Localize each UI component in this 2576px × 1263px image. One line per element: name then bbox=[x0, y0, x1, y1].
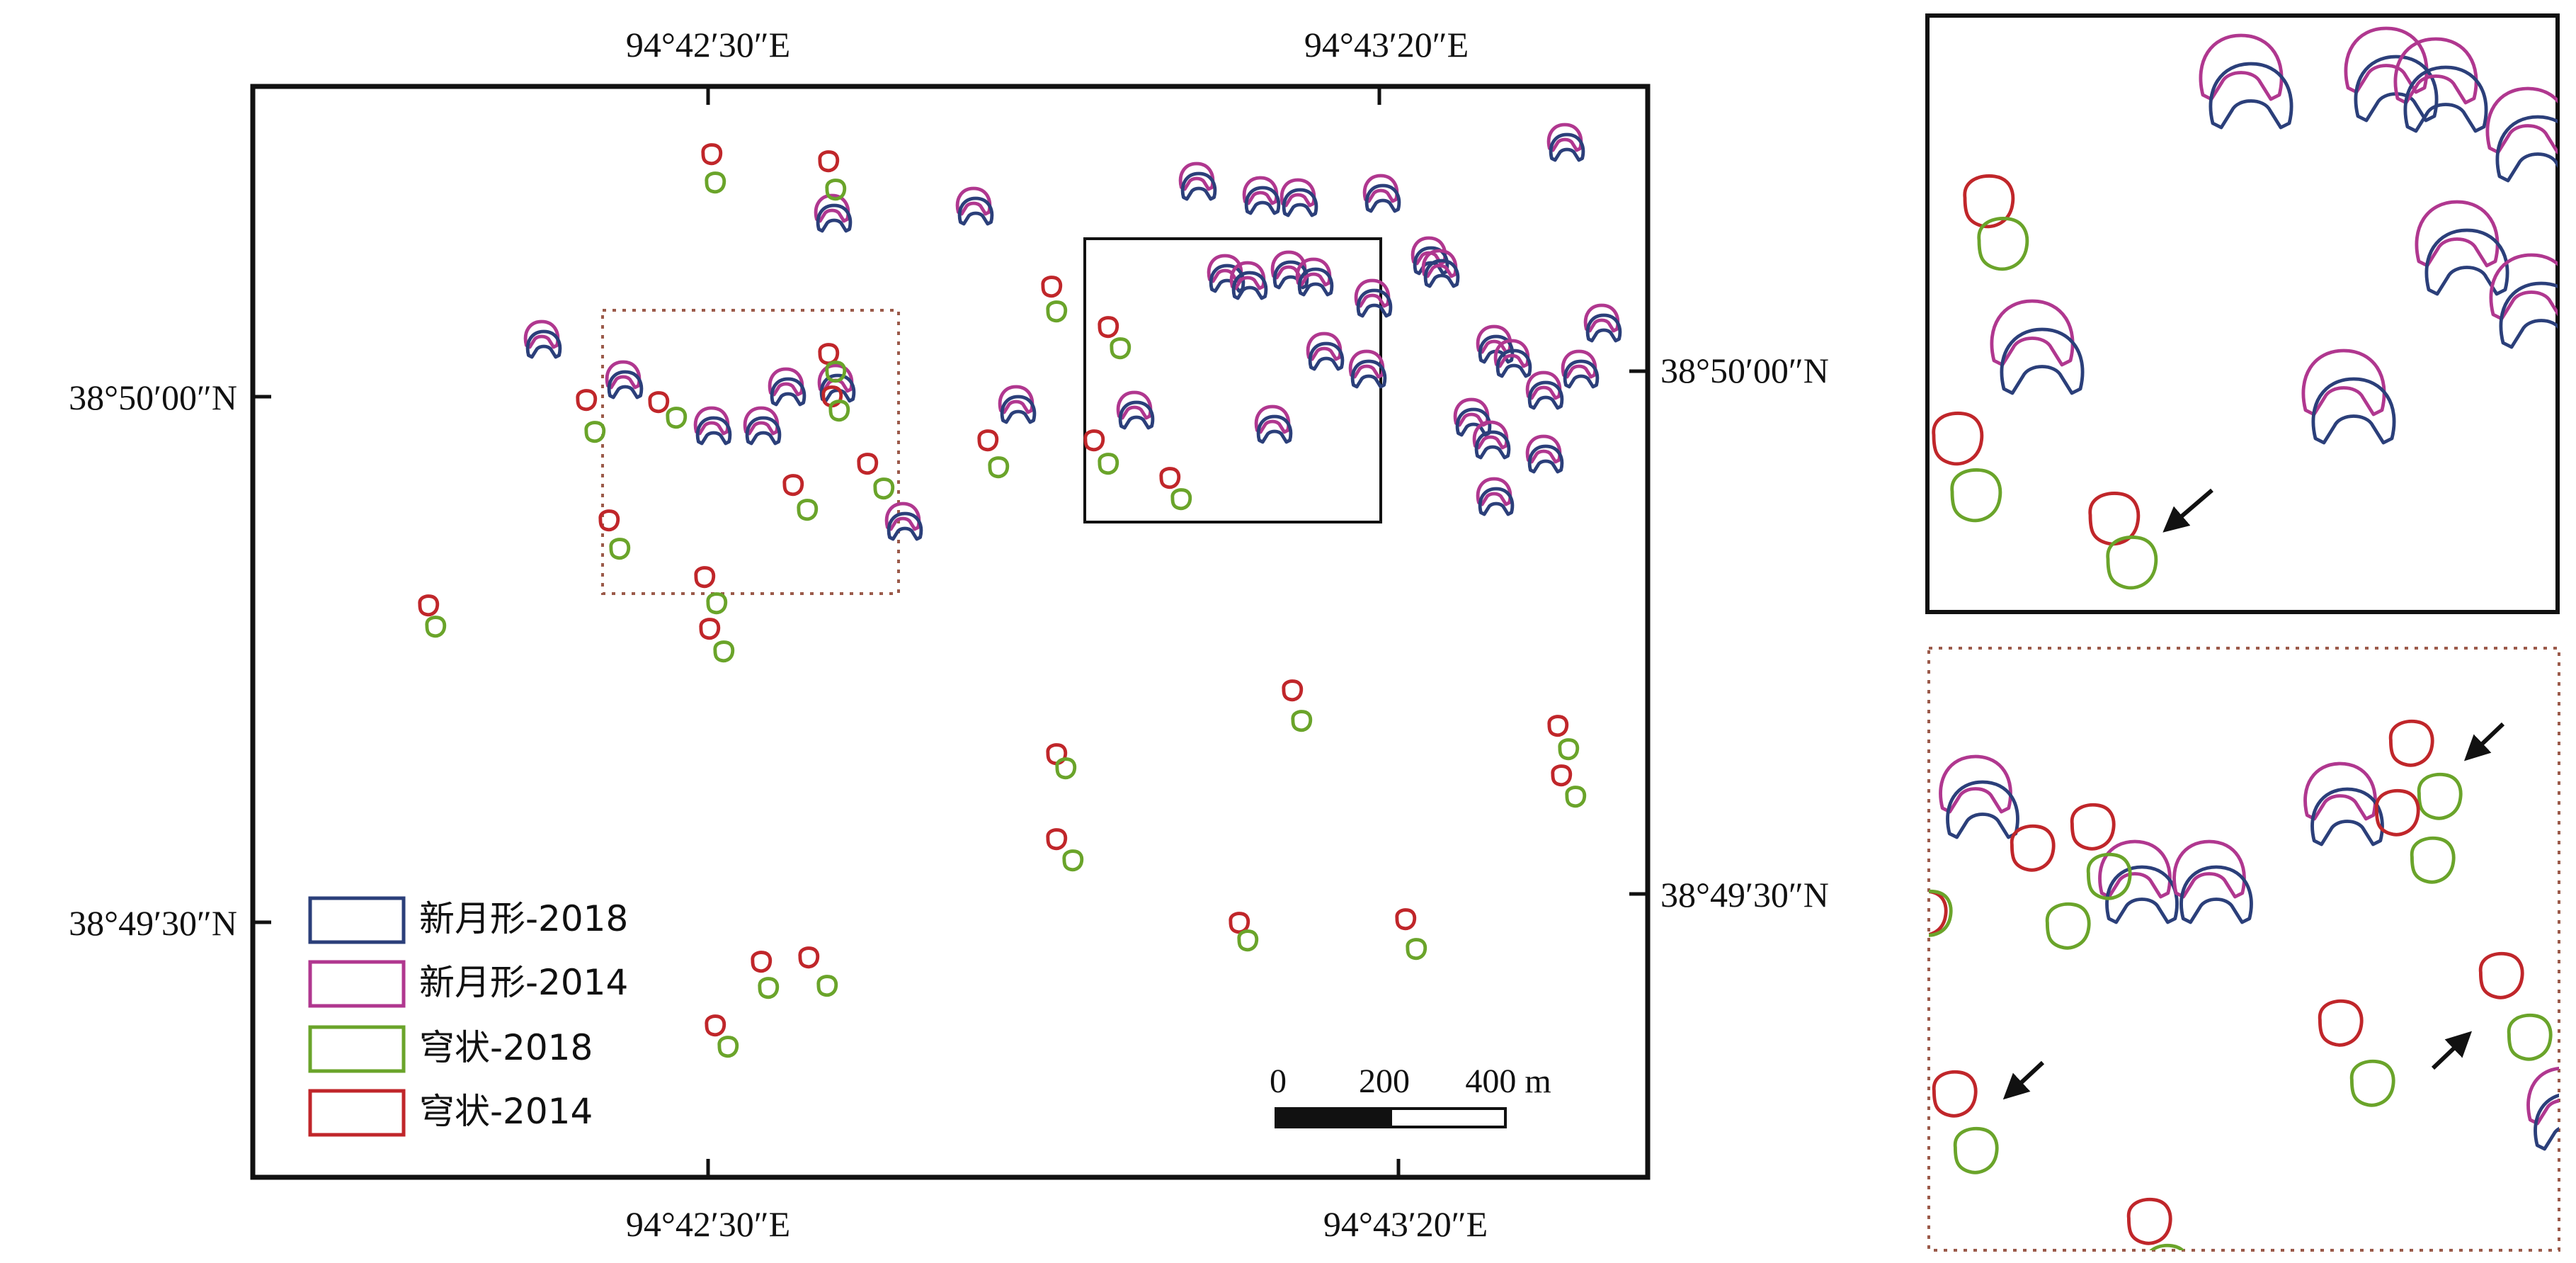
legend: 新月形-2018 新月形-2014 穹状-2018 穹状-2014 bbox=[308, 896, 628, 1137]
solid-inset-reference-box bbox=[1083, 237, 1382, 523]
map-ticks bbox=[253, 86, 1648, 1177]
legend-swatch-crescent-2014 bbox=[308, 960, 406, 1008]
inset-dotted-frame bbox=[1927, 647, 2560, 1252]
legend-label-crescent-2018: 新月形-2018 bbox=[419, 898, 628, 939]
top-longitude-label-2: 94°43′20″E bbox=[1304, 25, 1469, 64]
inset-solid-frame bbox=[1925, 13, 2560, 614]
legend-item-crescent-2014: 新月形-2014 bbox=[308, 960, 628, 1008]
legend-item-dome-2014: 穹状-2014 bbox=[308, 1089, 593, 1137]
scale-bar-tick-200: 200 bbox=[1359, 1063, 1410, 1100]
scale-bar: 0 200 400 m bbox=[1270, 1063, 1551, 1128]
scale-bar-black-segment bbox=[1275, 1107, 1392, 1128]
legend-swatch-dome-2018 bbox=[308, 1025, 406, 1073]
legend-swatch-dome-2014 bbox=[308, 1089, 406, 1137]
legend-label-dome-2018: 穹状-2018 bbox=[419, 1027, 593, 1068]
main-map-panel: 94°42′30″E 94°43′20″E 94°42′30″E 94°43′2… bbox=[69, 25, 1829, 1244]
scale-bar-white-segment bbox=[1389, 1107, 1507, 1128]
scale-bar-tick-0: 0 bbox=[1270, 1063, 1287, 1100]
legend-label-crescent-2014: 新月形-2014 bbox=[419, 962, 628, 1003]
inset-dotted-arrow-3 bbox=[2431, 1031, 2473, 1070]
legend-label-dome-2014: 穹状-2014 bbox=[419, 1091, 593, 1132]
bottom-longitude-label-1: 94°42′30″E bbox=[626, 1204, 790, 1244]
inset-dotted-arrow-1 bbox=[2463, 722, 2505, 761]
inset-panel-solid bbox=[1925, 13, 2560, 614]
dotted-inset-reference-box bbox=[601, 309, 900, 595]
right-latitude-label-1: 38°50′00″N bbox=[1660, 351, 1829, 390]
left-latitude-label-2: 38°49′30″N bbox=[69, 903, 237, 943]
bottom-longitude-label-2: 94°43′20″E bbox=[1323, 1204, 1488, 1244]
legend-item-dome-2018: 穹状-2018 bbox=[308, 1025, 593, 1073]
inset-dotted-arrow-2 bbox=[2002, 1060, 2045, 1100]
inset-solid-arrow bbox=[2162, 488, 2213, 533]
left-latitude-label-1: 38°50′00″N bbox=[69, 378, 237, 417]
legend-item-crescent-2018: 新月形-2018 bbox=[308, 896, 628, 944]
inset-panel-dotted bbox=[1927, 647, 2560, 1252]
right-latitude-label-2: 38°49′30″N bbox=[1660, 875, 1829, 914]
top-longitude-label-1: 94°42′30″E bbox=[626, 25, 790, 64]
scale-bar-tick-400: 400 m bbox=[1465, 1063, 1551, 1100]
legend-swatch-crescent-2018 bbox=[308, 896, 406, 944]
